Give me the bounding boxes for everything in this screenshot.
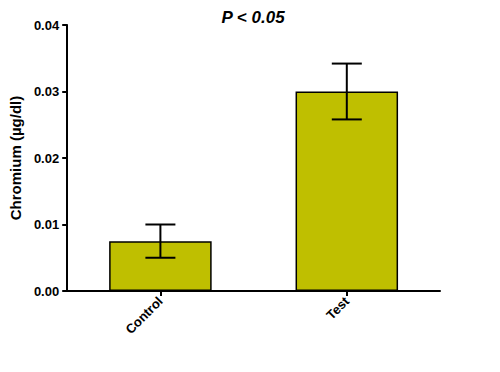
svg-text:0.00: 0.00 xyxy=(34,284,59,299)
svg-text:P < 0.05: P < 0.05 xyxy=(221,8,285,27)
svg-text:0.03: 0.03 xyxy=(34,84,59,99)
svg-text:Control: Control xyxy=(122,294,165,337)
svg-text:0.02: 0.02 xyxy=(34,151,59,166)
svg-text:0.01: 0.01 xyxy=(34,217,59,232)
svg-text:Chromium (µg/dl): Chromium (µg/dl) xyxy=(7,96,24,220)
svg-text:Test: Test xyxy=(323,293,352,322)
svg-text:0.04: 0.04 xyxy=(34,18,60,33)
